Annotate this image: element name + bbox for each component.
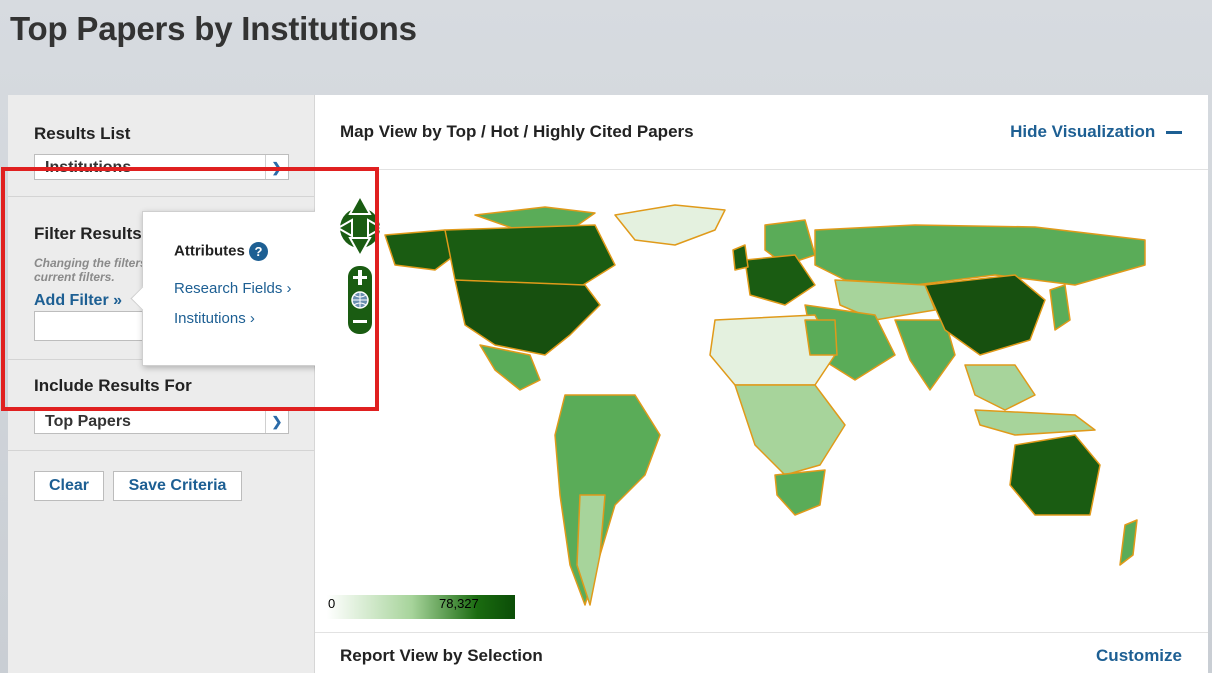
add-filter-link[interactable]: Add Filter »	[34, 292, 123, 309]
map-usa	[454, 279, 601, 356]
results-list-select[interactable]: Institutions ❯	[34, 154, 289, 180]
chevron-down-icon: ❯	[265, 409, 288, 433]
popup-item-institutions[interactable]: Institutions ›	[174, 310, 255, 327]
legend-max: 78,327	[439, 596, 479, 611]
map-greenland	[614, 204, 726, 246]
map-uk	[732, 244, 749, 271]
map-new-zealand	[1119, 519, 1138, 566]
chevron-down-icon: ❯	[265, 155, 288, 179]
filter-hint: Changing the filters current filters.	[34, 256, 147, 284]
map-europe-north	[764, 219, 816, 266]
divider	[315, 632, 1208, 633]
map-india	[894, 319, 956, 391]
map-europe-west	[744, 254, 816, 306]
map-argentina	[576, 494, 606, 606]
results-list-label: Results List	[34, 124, 131, 143]
map-egypt	[804, 319, 838, 356]
attributes-popup: Attributes ? Research Fields › Instituti…	[130, 211, 324, 366]
popup-title-row: Attributes ?	[174, 242, 269, 261]
map-mexico	[479, 344, 541, 391]
map-alaska	[384, 229, 456, 271]
save-criteria-button[interactable]: Save Criteria	[113, 471, 242, 501]
map-south-africa	[774, 469, 826, 516]
page-title: Top Papers by Institutions	[10, 10, 417, 47]
filter-sidebar: Results List Institutions ❯ Filter Resul…	[8, 95, 315, 673]
map-arctic-islands	[474, 206, 596, 230]
hide-visualization-label: Hide Visualization	[1010, 122, 1156, 141]
minus-icon	[1166, 131, 1182, 135]
map-africa-central	[734, 384, 846, 476]
map-china	[924, 274, 1046, 356]
divider	[8, 196, 314, 197]
popup-title: Attributes	[174, 242, 245, 260]
map-zoom-control[interactable]	[348, 266, 372, 339]
map-australia	[1009, 434, 1101, 516]
map-view-title: Map View by Top / Hot / Highly Cited Pap…	[340, 122, 694, 141]
filter-results-label: Filter Results By	[34, 224, 169, 243]
include-results-value: Top Papers	[45, 413, 131, 430]
filter-hint-line2: current filters.	[34, 270, 115, 284]
map-legend-bar: 0 78,327	[327, 595, 515, 619]
legend-min: 0	[328, 596, 336, 611]
help-icon[interactable]: ?	[249, 242, 269, 261]
map-pan-control[interactable]	[335, 192, 385, 263]
customize-link[interactable]: Customize	[1096, 646, 1182, 665]
results-list-value: Institutions	[45, 159, 132, 176]
hide-visualization-link[interactable]: Hide Visualization	[1010, 122, 1182, 142]
popup-item-research-fields[interactable]: Research Fields ›	[174, 280, 292, 297]
map-south-america	[554, 394, 661, 606]
map-russia	[814, 224, 1146, 286]
include-results-select[interactable]: Top Papers ❯	[34, 408, 289, 434]
main-panel: Map View by Top / Hot / Highly Cited Pap…	[315, 95, 1208, 673]
map-japan	[1049, 284, 1071, 331]
map-indonesia	[974, 409, 1096, 436]
report-view-title: Report View by Selection	[340, 646, 543, 665]
include-results-label: Include Results For	[34, 376, 192, 395]
filter-hint-line1: Changing the filters	[34, 256, 147, 270]
clear-button[interactable]: Clear	[34, 471, 104, 501]
world-map[interactable]	[315, 195, 1208, 625]
map-central-asia	[834, 279, 936, 321]
map-southeast-asia	[964, 364, 1036, 411]
divider	[8, 450, 314, 451]
divider	[315, 169, 1208, 170]
